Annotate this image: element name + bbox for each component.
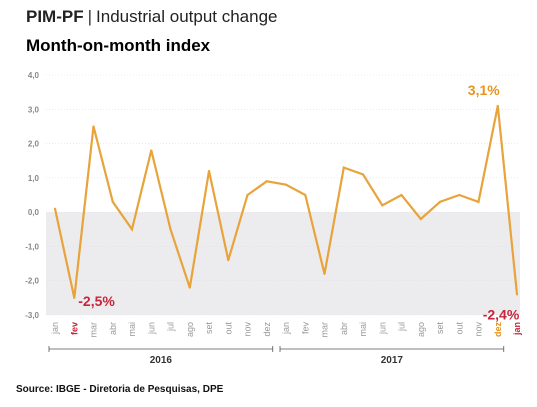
y-tick-label: 2,0 <box>28 140 40 149</box>
x-tick-label: set <box>204 322 214 335</box>
series-line-layer <box>53 104 519 299</box>
year-label: 2016 <box>150 355 173 366</box>
data-point <box>188 286 191 289</box>
data-point <box>284 183 288 186</box>
x-tick-label: fev <box>300 322 310 335</box>
brand-label: PIM-PF <box>26 7 84 26</box>
annotations: -2,5% 3,1% -2,4% <box>78 82 520 323</box>
chart-header: PIM-PF | Industrial output change Month-on… <box>0 0 320 64</box>
data-point <box>73 296 76 299</box>
data-point <box>438 200 442 203</box>
data-point <box>342 166 345 169</box>
x-tick-label: mai <box>358 322 368 337</box>
x-tick-label: ago <box>416 322 426 337</box>
negative-band-layer <box>46 212 520 315</box>
data-point <box>496 104 499 107</box>
data-point <box>207 169 211 173</box>
y-tick-label: 4,0 <box>28 71 40 80</box>
x-tick-label: jul <box>397 322 407 332</box>
data-point <box>381 204 384 207</box>
year-groups: 2016 2017 <box>48 346 505 366</box>
data-point <box>400 193 403 197</box>
data-point <box>419 217 422 221</box>
y-tick-label: 1,0 <box>28 174 40 183</box>
y-tick-label: 3,0 <box>28 105 40 114</box>
grid-layer <box>46 74 520 316</box>
data-point <box>227 259 230 262</box>
x-tick-label: jul <box>166 322 176 332</box>
data-point <box>265 180 268 183</box>
chart-subtitle: Month-on-month index <box>26 36 211 55</box>
x-tick-label: nov <box>474 322 484 337</box>
data-point <box>92 125 95 128</box>
chart-title: PIM-PF | Industrial output change <box>26 7 278 27</box>
x-tick-label: jan <box>281 322 291 335</box>
title-text: Industrial output change <box>96 7 278 26</box>
data-annotation: -2,4% <box>483 306 520 322</box>
x-tick-label: fev <box>69 322 79 335</box>
data-point <box>477 200 480 203</box>
year-label: 2017 <box>381 355 404 366</box>
y-tick-label: -3,0 <box>25 311 39 320</box>
x-tick-label: abr <box>108 322 118 335</box>
title-separator: | <box>87 7 93 26</box>
y-axis: 4,0 3,0 2,0 1,0 0,0 -1,0 -2,0 -3,0 <box>25 71 39 320</box>
x-tick-label: jun <box>377 322 387 335</box>
x-tick-label: abr <box>339 322 349 335</box>
data-point <box>169 228 172 231</box>
x-tick-label: dez <box>493 322 503 338</box>
x-tick-label: jan <box>512 322 522 336</box>
data-point <box>515 293 519 296</box>
x-tick-label: jun <box>146 322 156 335</box>
x-tick-label: out <box>223 322 233 335</box>
x-tick-label: set <box>435 322 445 335</box>
x-axis: jan fev mar abr mai jun jul ago set out nov dez jan f… <box>50 322 522 338</box>
x-tick-label: nov <box>243 322 253 337</box>
data-point <box>246 193 249 197</box>
data-point <box>130 228 134 231</box>
data-point <box>111 200 114 203</box>
x-tick-label: out <box>454 322 464 335</box>
y-tick-label: -2,0 <box>25 277 39 286</box>
x-tick-label: dez <box>262 322 272 337</box>
source-note: Source: IBGE - Diretoria de Pesquisas, D… <box>16 384 224 395</box>
y-tick-label: -1,0 <box>25 242 39 251</box>
x-tick-label: jan <box>50 322 60 335</box>
data-point <box>458 193 461 197</box>
x-tick-label: mar <box>89 322 99 338</box>
x-tick-label: mar <box>320 322 330 338</box>
data-annotation: 3,1% <box>468 82 500 98</box>
x-tick-label: ago <box>185 322 195 337</box>
x-tick-label: mai <box>127 322 137 337</box>
data-point <box>150 149 153 152</box>
y-tick-label: 0,0 <box>28 208 40 217</box>
data-point <box>361 173 365 176</box>
negative-band <box>46 212 520 315</box>
data-point <box>53 207 57 210</box>
data-point <box>304 193 307 197</box>
data-annotation: -2,5% <box>78 293 115 309</box>
data-point <box>323 272 326 275</box>
